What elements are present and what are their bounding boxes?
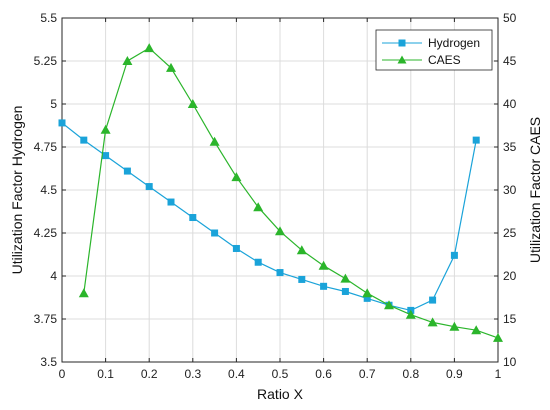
y-tick-label-right: 20 [503,269,517,283]
data-point-hydrogen [254,258,262,266]
legend-caes-marker [397,55,407,64]
y-tick-label-left: 4.25 [34,226,58,240]
data-point-hydrogen [80,136,88,144]
x-axis-title: Ratio X [257,386,304,402]
legend-hydrogen-label: Hydrogen [428,36,480,50]
data-point-hydrogen [298,275,306,283]
data-point-hydrogen [450,251,458,259]
ticks: 0 0.1 0.2 0.3 0.4 0.5 0.6 0.7 0.8 0.9 1 3.5 3.75 4 4.2… [34,11,517,381]
data-point-caes [187,99,198,108]
y-tick-label-right: 10 [503,355,517,369]
y-axis-title-left: Utilization Factor Hydrogen [9,106,25,275]
data-point-caes [122,56,133,65]
data-point-caes [296,245,307,255]
data-point-caes [318,260,329,270]
data-point-hydrogen [145,183,153,191]
data-point-caes [405,309,416,319]
x-tick-label: 0.4 [228,367,245,381]
y-tick-label-left: 4.75 [34,140,58,154]
y-tick-label-left: 5.5 [40,11,57,25]
data-point-caes [471,325,482,335]
data-point-caes [384,300,394,310]
data-point-hydrogen [276,269,284,277]
y-tick-label-left: 3.75 [34,312,58,326]
data-point-caes [449,321,460,331]
x-tick-label: 0.6 [315,367,332,381]
data-point-hydrogen [211,229,219,237]
legend: Hydrogen CAES [375,29,493,71]
data-point-caes [275,226,285,236]
data-point-hydrogen [472,136,480,144]
data-point-caes [253,202,264,212]
data-point-hydrogen [167,198,175,206]
y-tick-label-right: 25 [503,226,517,240]
x-tick-label: 0.7 [359,367,376,381]
y-tick-label-right: 40 [503,97,517,111]
x-tick-label: 0.2 [141,367,158,381]
data-point-caes [427,317,438,327]
y-tick-label-left: 4.5 [40,183,57,197]
y-tick-label-right: 45 [503,54,517,68]
data-point-hydrogen [189,214,197,222]
y-tick-label-left: 5.25 [34,54,58,68]
x-tick-label: 0.9 [446,367,463,381]
y-tick-label-left: 5 [50,97,57,111]
legend-caes-label: CAES [428,53,461,67]
y-tick-label-right: 35 [503,140,517,154]
data-point-hydrogen [58,119,66,127]
data-point-caes [100,124,111,134]
data-point-hydrogen [102,152,110,160]
data-point-hydrogen [232,244,240,252]
legend-box [375,29,493,71]
y-tick-label-right: 30 [503,183,517,197]
data-point-hydrogen [429,296,437,304]
data-point-caes [166,62,176,72]
y-axis-title-right: Utilization Factor CAES [527,117,543,263]
data-point-caes [231,172,242,182]
data-point-hydrogen [363,294,371,302]
data-point-caes [340,273,351,283]
series [58,43,503,342]
x-tick-label: 0.3 [184,367,201,381]
data-point-caes [78,288,89,298]
data-point-hydrogen [320,282,328,290]
data-point-caes [493,332,503,342]
y-tick-label-left: 3.5 [40,355,57,369]
data-point-caes [362,288,373,298]
data-point-hydrogen [123,167,131,175]
legend-hydrogen-marker [398,39,406,47]
legend-entry-caes: CAES [382,53,461,67]
y-tick-label-right: 50 [503,11,517,25]
data-point-caes [144,43,155,53]
x-tick-label: 0.8 [402,367,419,381]
series-caes [78,43,503,342]
x-tick-label: 0 [59,367,66,381]
x-tick-label: 1 [495,367,502,381]
legend-entry-hydrogen: Hydrogen [382,36,480,50]
data-point-hydrogen [341,287,349,295]
x-tick-label: 0.5 [272,367,289,381]
series-hydrogen [58,119,480,314]
y-tick-label-left: 4 [50,269,57,283]
x-tick-label: 0.1 [97,367,114,381]
series-line-hydrogen [61,122,477,312]
data-point-caes [209,136,220,146]
y-tick-label-right: 15 [503,312,517,326]
